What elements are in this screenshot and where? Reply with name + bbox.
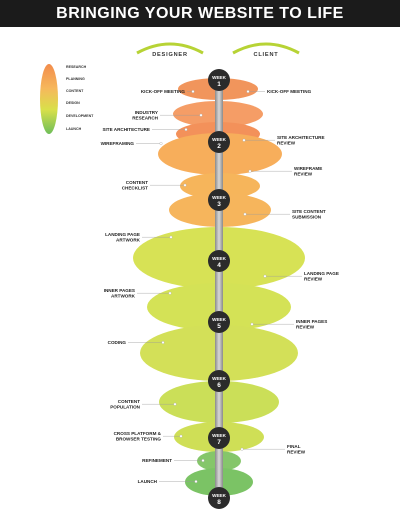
- client-dot: [248, 169, 252, 173]
- week-number: 8: [217, 499, 221, 506]
- designer-header-arc: [136, 42, 204, 55]
- designer-dot: [199, 113, 203, 117]
- designer-dot: [169, 235, 173, 239]
- legend-gradient-bar: [40, 64, 58, 134]
- week-circle: [208, 131, 230, 153]
- designer-task-10: REFINEMENT: [142, 458, 172, 463]
- client-task-4: LANDING PAGE REVIEW: [304, 271, 339, 281]
- column-headers: DESIGNER CLIENT: [136, 42, 300, 58]
- week-label: WEEK: [212, 376, 226, 381]
- timeline-spine: [215, 78, 223, 498]
- designer-task-3: WIREFRAMING: [101, 141, 135, 146]
- client-task-6: FINAL REVIEW: [287, 444, 306, 454]
- client-dot: [263, 274, 267, 278]
- legend-label-2: CONTENT: [66, 89, 84, 93]
- designer-task-9: CROSS PLATFORM & BROWSER TESTING: [114, 431, 162, 441]
- designer-dot: [184, 128, 188, 131]
- designer-dot: [194, 480, 198, 483]
- designer-task-5: LANDING PAGE ARTWORK: [105, 232, 141, 242]
- client-dot: [240, 447, 244, 451]
- client-task-1: SITE ARCHITECTURE REVIEW: [277, 135, 325, 145]
- designer-task-2: SITE ARCHITECTURE: [102, 127, 150, 132]
- legend-label-4: DEVELOPMENT: [66, 114, 94, 118]
- client-dot: [250, 322, 254, 326]
- week-label: WEEK: [212, 195, 226, 200]
- designer-header: DESIGNER: [152, 52, 188, 58]
- client-dot: [243, 212, 247, 216]
- week-number: 5: [217, 323, 221, 330]
- designer-dot: [201, 459, 205, 462]
- designer-task-0: KICK-OFF MEETING: [141, 89, 186, 94]
- week-label: WEEK: [212, 256, 226, 261]
- designer-dot: [173, 402, 177, 406]
- week-label: WEEK: [212, 493, 226, 498]
- week-label: WEEK: [212, 137, 226, 142]
- designer-task-labels: KICK-OFF MEETING INDUSTRY RESEARCH SITE ARC…: [101, 89, 186, 484]
- designer-dot: [179, 434, 183, 438]
- client-task-2: WIREFRAME REVIEW: [294, 166, 322, 176]
- week-number: 7: [217, 439, 221, 446]
- timeline-diagram: DESIGNER CLIENT RESEARCH PLANNING CONTENT D…: [40, 42, 339, 509]
- client-header-arc: [232, 42, 300, 55]
- week-circle: [208, 250, 230, 272]
- client-dot: [246, 90, 250, 93]
- week-circle: [208, 370, 230, 392]
- client-header: CLIENT: [254, 52, 279, 58]
- legend-label-1: PLANNING: [66, 77, 85, 81]
- designer-task-7: CODING: [108, 340, 127, 345]
- week-number: 2: [217, 143, 221, 150]
- week-circle: [208, 487, 230, 509]
- client-task-0: KICK-OFF MEETING: [267, 89, 312, 94]
- week-number: 6: [217, 382, 221, 389]
- client-task-labels: KICK-OFF MEETING SITE ARCHITECTURE REVIEW W…: [267, 89, 339, 454]
- designer-dot: [168, 291, 172, 295]
- designer-task-4: CONTENT CHECKLIST: [122, 180, 148, 190]
- week-label: WEEK: [212, 75, 226, 80]
- client-task-3: SITE CONTENT SUBMISSION: [292, 209, 326, 219]
- designer-dot: [191, 90, 195, 93]
- designer-task-8: CONTENT POPULATION: [110, 399, 140, 409]
- phase-legend: RESEARCH PLANNING CONTENT DESIGN DEVELOPMENT…: [40, 64, 94, 134]
- designer-task-11: LAUNCH: [138, 479, 158, 484]
- week-circle: [208, 69, 230, 91]
- connector-dots: [128, 90, 302, 483]
- week-circle: [208, 189, 230, 211]
- designer-task-1: INDUSTRY RESEARCH: [132, 110, 158, 120]
- week-number: 4: [217, 262, 221, 269]
- designer-dot: [159, 142, 163, 145]
- designer-dot: [161, 341, 165, 344]
- legend-label-0: RESEARCH: [66, 65, 87, 69]
- week-number: 1: [217, 81, 221, 88]
- legend-label-5: LAUNCH: [66, 127, 82, 131]
- week-label: WEEK: [212, 317, 226, 322]
- page-title: BRINGING YOUR WEBSITE TO LIFE: [0, 0, 400, 27]
- week-circle: [208, 427, 230, 449]
- designer-task-6: INNER PAGES ARTWORK: [104, 288, 136, 298]
- week-circle: [208, 311, 230, 333]
- week-label: WEEK: [212, 433, 226, 438]
- legend-label-3: DESIGN: [66, 101, 80, 105]
- client-dot: [242, 138, 246, 142]
- designer-dot: [183, 183, 187, 187]
- week-number: 3: [217, 201, 221, 208]
- client-task-5: INNER PAGES REVIEW: [296, 319, 327, 329]
